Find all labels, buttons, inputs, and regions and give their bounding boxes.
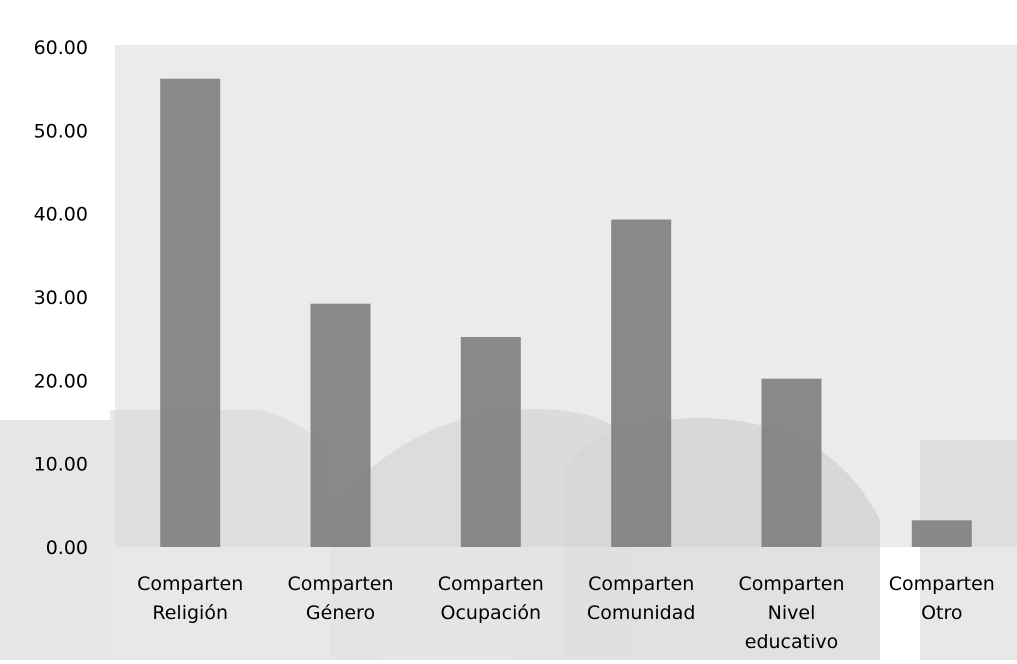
- x-tick-label-6: Comparten Otro: [889, 573, 995, 624]
- y-tick-label-0: 0.00: [46, 537, 88, 559]
- y-tick-label-1: 10.00: [34, 454, 88, 476]
- x-tick-label-4: Comparten Comunidad: [587, 573, 696, 624]
- x-tick-label-line: Otro: [921, 602, 962, 624]
- bar-3: [460, 337, 521, 547]
- x-tick-label-line: Comparten: [588, 573, 694, 595]
- bar-1: [160, 78, 221, 547]
- bar-4: [611, 219, 672, 547]
- x-tick-label-line: Comunidad: [587, 602, 696, 624]
- y-tick-label-2: 20.00: [34, 370, 88, 392]
- y-tick-label-3: 30.00: [34, 287, 88, 309]
- x-tick-label-line: educativo: [745, 631, 838, 653]
- x-tick-label-line: Religión: [152, 602, 228, 624]
- x-tick-label-line: Comparten: [738, 573, 844, 595]
- y-axis-ticks: 0.00 10.00 20.00 30.00 40.00 50.00 60.00: [34, 37, 88, 559]
- x-tick-label-3: Comparten Ocupación: [438, 573, 544, 624]
- x-tick-label-line: Ocupación: [441, 602, 542, 624]
- x-tick-label-1: Comparten Religión: [137, 573, 243, 624]
- x-tick-label-line: Comparten: [137, 573, 243, 595]
- bar-2: [310, 303, 371, 547]
- y-tick-label-5: 50.00: [34, 120, 88, 142]
- bars-layer: [160, 78, 972, 547]
- bar-5: [761, 378, 822, 547]
- watermark-right-block: [920, 440, 1017, 660]
- x-tick-label-2: Comparten Género: [287, 573, 393, 624]
- x-tick-label-line: Comparten: [438, 573, 544, 595]
- x-tick-label-line: Género: [306, 602, 375, 624]
- x-tick-label-line: Comparten: [889, 573, 995, 595]
- x-tick-label-5: Comparten Nivel educativo: [738, 573, 844, 653]
- x-tick-label-line: Nivel: [768, 602, 816, 624]
- watermark-left-block: [0, 420, 110, 660]
- y-tick-label-4: 40.00: [34, 204, 88, 226]
- y-tick-label-6: 60.00: [34, 37, 88, 59]
- bar-6: [911, 520, 972, 547]
- x-tick-label-line: Comparten: [287, 573, 393, 595]
